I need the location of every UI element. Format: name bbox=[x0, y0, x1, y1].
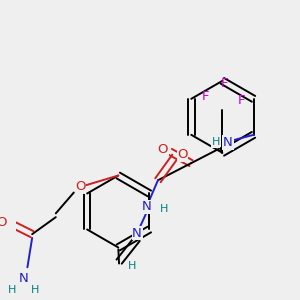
Text: O: O bbox=[177, 148, 188, 161]
Text: N: N bbox=[142, 200, 152, 213]
Text: F: F bbox=[238, 94, 245, 107]
Text: H: H bbox=[212, 137, 220, 147]
Text: H: H bbox=[8, 285, 16, 295]
Text: H: H bbox=[31, 285, 39, 295]
Text: O: O bbox=[0, 216, 7, 229]
Text: H: H bbox=[128, 261, 136, 272]
Text: F: F bbox=[202, 91, 209, 103]
Text: N: N bbox=[19, 272, 28, 285]
Text: N: N bbox=[223, 136, 233, 149]
Text: O: O bbox=[75, 180, 86, 194]
Text: H: H bbox=[159, 204, 168, 214]
Text: O: O bbox=[158, 143, 168, 157]
Text: N: N bbox=[132, 227, 142, 240]
Text: F: F bbox=[220, 77, 228, 90]
